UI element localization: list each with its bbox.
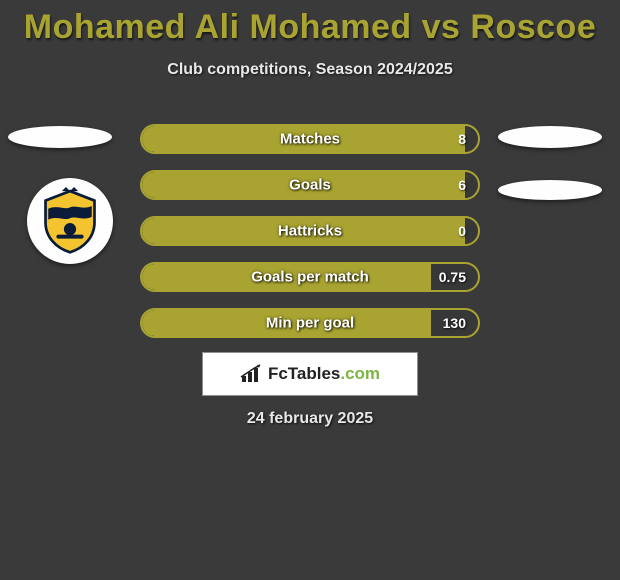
stat-bar-label: Hattricks	[278, 223, 342, 240]
stat-bar-label: Matches	[280, 131, 340, 148]
brand-suffix: .com	[340, 364, 380, 383]
stat-bar-value: 8	[458, 131, 466, 147]
stat-bar-label: Goals per match	[251, 269, 369, 286]
right-decor-ellipse-1	[498, 126, 602, 148]
date-text: 24 february 2025	[247, 410, 373, 428]
crest-icon	[36, 187, 104, 255]
brand-chart-icon	[240, 364, 264, 384]
brand-box: FcTables.com	[202, 352, 418, 396]
subtitle: Club competitions, Season 2024/2025	[0, 61, 620, 79]
stat-bar: Goals per match 0.75	[140, 262, 480, 292]
page-title: Mohamed Ali Mohamed vs Roscoe	[0, 0, 620, 47]
stat-bar-label: Goals	[289, 177, 331, 194]
stat-bar-value: 0.75	[439, 269, 466, 285]
brand-text: FcTables.com	[268, 364, 380, 384]
stat-bar-value: 130	[443, 315, 466, 331]
stat-bar-label: Min per goal	[266, 315, 354, 332]
stat-bars-container: Matches 8 Goals 6 Hattricks 0 Goals per match 0…	[140, 124, 480, 354]
stat-bar: Min per goal 130	[140, 308, 480, 338]
stat-bar-value: 0	[458, 223, 466, 239]
stat-bar: Goals 6	[140, 170, 480, 200]
left-decor-ellipse	[8, 126, 112, 148]
brand-name: FcTables	[268, 364, 340, 383]
club-crest	[27, 178, 113, 264]
stat-bar-value: 6	[458, 177, 466, 193]
right-decor-ellipse-2	[498, 180, 602, 200]
stat-bar: Hattricks 0	[140, 216, 480, 246]
stat-bar: Matches 8	[140, 124, 480, 154]
